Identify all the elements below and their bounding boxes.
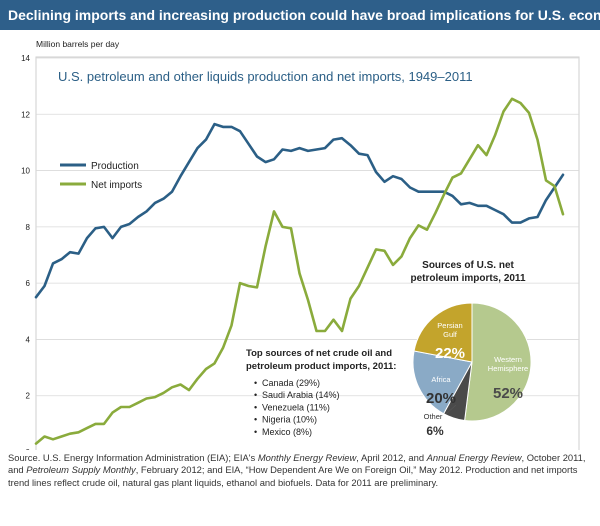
pie-slice-western-hemisphere <box>464 302 532 422</box>
source-part-4: , February 2012; and EIA, “How Dependent… <box>8 464 578 488</box>
legend: Production Net imports <box>60 161 142 191</box>
chart-canvas: 02468101214 1949195419591964196919741979… <box>21 39 580 450</box>
pie-label-africa: Africa <box>431 375 451 384</box>
pie-value-western: 52% <box>493 385 523 402</box>
pie-label-other: Other <box>424 412 443 421</box>
top-sources-title-line2: petroleum product imports, 2011: <box>246 361 396 372</box>
source-part-2: , April 2012, and <box>356 452 427 463</box>
top-source-bullet: • <box>254 427 257 437</box>
header-title: Declining imports and increasing product… <box>8 7 600 23</box>
legend-imports-label: Net imports <box>91 180 142 191</box>
pie-inset: Sources of U.S. net petroleum imports, 2… <box>410 260 532 438</box>
y-tick-label: 10 <box>21 167 30 176</box>
top-source-bullet: • <box>254 402 257 412</box>
source-italic-2: Annual Energy Review <box>426 452 522 463</box>
top-sources-title-line1: Top sources of net crude oil and <box>246 348 392 359</box>
source-part-3: , October 2011, and <box>8 452 586 476</box>
top-sources-annotation: Top sources of net crude oil and petrole… <box>246 348 396 437</box>
pie-title-line2: petroleum imports, 2011 <box>410 273 525 284</box>
top-source-item: Canada (29%) <box>262 378 320 388</box>
y-tick-label: 12 <box>21 110 30 119</box>
y-axis-label: Million barrels per day <box>36 39 120 49</box>
pie-label-persian-line1: Persian <box>437 321 462 330</box>
y-tick-label: 6 <box>26 279 31 288</box>
top-source-bullet: • <box>254 378 257 388</box>
source-part-1: Source. U.S. Energy Information Administ… <box>8 452 258 463</box>
top-source-item: Saudi Arabia (14%) <box>262 390 340 400</box>
top-sources-list: • Canada (29%) • Saudi Arabia (14%) • Venezue… <box>254 378 340 437</box>
pie-value-persian: 22% <box>435 345 465 362</box>
source-note: Source. U.S. Energy Information Administ… <box>8 452 594 489</box>
legend-production-label: Production <box>91 161 139 172</box>
gridlines <box>36 57 579 397</box>
top-source-item: Mexico (8%) <box>262 427 312 437</box>
chart-title: U.S. petroleum and other liquids product… <box>58 69 473 84</box>
pie-label-persian-line2: Gulf <box>443 330 458 339</box>
pie-slice-persian-gulf <box>413 302 473 363</box>
top-source-item: Nigeria (10%) <box>262 415 317 425</box>
y-tick-label: 0 <box>26 448 31 450</box>
top-source-bullet: • <box>254 390 257 400</box>
pie-label-western-line1: Western <box>494 355 522 364</box>
top-source-bullet: • <box>254 415 257 425</box>
y-tick-label: 8 <box>26 223 31 232</box>
header-banner: Declining imports and increasing product… <box>0 0 600 30</box>
y-tick-label: 2 <box>26 392 31 401</box>
pie-value-other: 6% <box>426 424 444 438</box>
series-line-net-imports <box>34 97 565 445</box>
pie-slice-africa <box>412 350 473 415</box>
plot-frame <box>35 56 580 450</box>
pie-other-leader <box>445 404 457 415</box>
series-line-production <box>34 122 565 299</box>
top-source-item: Venezuela (11%) <box>262 402 330 412</box>
y-tick-labels: 0 2 4 6 8 10 12 14 <box>21 54 30 450</box>
y-tick-label: 14 <box>21 54 30 63</box>
pie-value-africa: 20% <box>426 390 456 407</box>
series-lines <box>34 97 565 445</box>
y-tick-label: 4 <box>26 335 31 344</box>
pie-title-line1: Sources of U.S. net <box>422 260 514 271</box>
source-italic-1: Monthly Energy Review <box>257 452 357 463</box>
source-italic-3: Petroleum Supply Monthly <box>26 464 136 476</box>
pie-chart <box>412 302 532 422</box>
pie-label-western-line2: Hemisphere <box>488 364 528 373</box>
